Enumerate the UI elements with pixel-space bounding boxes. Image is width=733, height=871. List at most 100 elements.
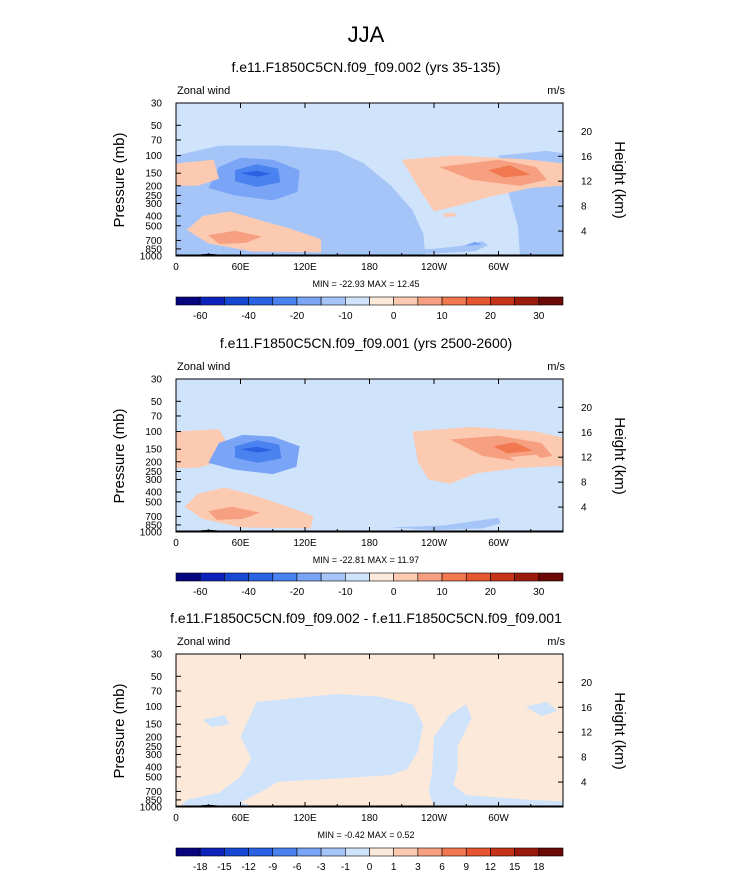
colorbar-label: 1: [391, 862, 397, 871]
colorbar-label: 9: [463, 862, 469, 871]
ytick-label: 30: [151, 375, 163, 386]
colorbar-label: -9: [268, 862, 277, 871]
ytick-label: 850: [145, 795, 162, 806]
ytick-label: 850: [145, 520, 162, 531]
colorbar-swatch: [320, 847, 346, 857]
ytick-label: 70: [151, 411, 163, 422]
panel-1-colorbar: -60 -40 -20 -10 0 10 20 30: [175, 296, 564, 322]
y2tick-label: 8: [581, 202, 587, 213]
colorbar-label: 10: [437, 587, 449, 598]
ytick-label: 250: [145, 742, 162, 753]
panel-1-y2label: Height (km): [611, 141, 628, 219]
ytick-label: 500: [145, 497, 162, 508]
colorbar-label: -20: [290, 587, 305, 598]
y2tick-label: 20: [581, 403, 593, 414]
xtick-label: 0: [173, 538, 179, 549]
colorbar-label: -18: [193, 862, 208, 871]
y2tick-label: 8: [581, 753, 587, 764]
ytick-label: 700: [145, 787, 162, 798]
colorbar-swatch: [296, 847, 322, 857]
ytick-label: 300: [145, 199, 162, 210]
y2tick-label: 16: [581, 428, 593, 439]
panel-1-stats: MIN = -22.93 MAX = 12.45: [312, 279, 419, 289]
colorbar-label: -15: [217, 862, 232, 871]
colorbar-label: 0: [391, 587, 397, 598]
xtick-label: 120E: [293, 262, 317, 273]
contour-region-1: [428, 704, 563, 807]
contour-region-4: [240, 170, 271, 177]
colorbar-swatch: [514, 296, 540, 306]
ytick-label: 1000: [140, 252, 163, 263]
colorbar-swatch: [272, 572, 298, 582]
colorbar-swatch: [199, 572, 225, 582]
panel-3-y2label: Height (km): [611, 692, 628, 770]
xtick-label: 60E: [232, 813, 250, 824]
colorbar-label: 15: [509, 862, 521, 871]
colorbar-label: -60: [193, 311, 208, 322]
colorbar-swatch: [369, 847, 394, 857]
panel-3-plot: [176, 654, 563, 807]
xtick-label: 120E: [293, 813, 317, 824]
y2tick-label: 16: [581, 152, 593, 163]
ytick-label: 70: [151, 686, 163, 697]
ytick-label: 70: [151, 135, 163, 146]
ytick-label: 700: [145, 236, 162, 247]
colorbar-swatch: [345, 847, 370, 857]
ytick-label: 30: [151, 650, 163, 661]
colorbar-label: -40: [241, 311, 256, 322]
colorbar-swatch: [465, 847, 491, 857]
contour-region-3: [202, 715, 230, 727]
colorbar-swatch: [345, 572, 370, 582]
y2tick-label: 20: [581, 678, 593, 689]
contour-region-10: [509, 454, 547, 464]
colorbar-label: -10: [338, 587, 353, 598]
ytick-label: 300: [145, 475, 162, 486]
y2tick-label: 12: [581, 453, 593, 464]
panel-3-colorbar: -18 -15 -12 -9 -6 -3 -1 0 1 3 6 9 12 15 18: [175, 847, 564, 871]
colorbar-swatch: [514, 847, 540, 857]
contour-region-6: [464, 241, 483, 246]
colorbar-swatch: [441, 572, 467, 582]
colorbar-label: 18: [533, 862, 545, 871]
colorbar-label: -10: [338, 311, 353, 322]
xtick-label: 180: [361, 813, 378, 824]
y2tick-label: 8: [581, 478, 587, 489]
panel-2-variable: Zonal wind: [177, 361, 230, 373]
y2tick-label: 4: [581, 778, 587, 789]
panel-3-stats: MIN = -0.42 MAX = 0.52: [317, 830, 414, 840]
ytick-label: 300: [145, 750, 162, 761]
colorbar-swatch: [490, 572, 515, 582]
contour-region-10: [487, 165, 531, 178]
ytick-label: 400: [145, 488, 162, 499]
colorbar-label: 0: [391, 311, 397, 322]
colorbar-swatch: [272, 296, 298, 306]
ytick-label: 150: [145, 720, 162, 731]
panel-3: f.e11.F1850C5CN.f09_f09.002 - f.e11.F185…: [111, 610, 628, 871]
colorbar-label: -3: [317, 862, 326, 871]
panel-3-ylabel: Pressure (mb): [111, 683, 128, 778]
xtick-label: 180: [361, 262, 378, 273]
ytick-label: 500: [145, 221, 162, 232]
colorbar-label: -40: [241, 587, 256, 598]
colorbar-swatch: [296, 296, 322, 306]
panel-1-plot: [176, 103, 563, 256]
panel-2-stats: MIN = -22.81 MAX = 11.97: [313, 555, 419, 565]
colorbar-swatch: [248, 847, 274, 857]
colorbar-label: -6: [292, 862, 301, 871]
y2tick-label: 12: [581, 177, 593, 188]
panel-3-title: f.e11.F1850C5CN.f09_f09.002 - f.e11.F185…: [170, 610, 562, 626]
ytick-label: 30: [151, 99, 163, 110]
panel-2-units: m/s: [547, 361, 565, 373]
ytick-label: 1000: [140, 528, 163, 539]
colorbar-swatch: [345, 296, 370, 306]
colorbar-swatch: [248, 296, 274, 306]
ytick-label: 200: [145, 732, 162, 743]
ytick-label: 50: [151, 121, 163, 132]
panel-2-ylabel: Pressure (mb): [111, 408, 128, 503]
ytick-label: 100: [145, 427, 162, 438]
y2tick-label: 12: [581, 728, 593, 739]
ytick-label: 150: [145, 445, 162, 456]
ytick-label: 1000: [140, 803, 163, 814]
